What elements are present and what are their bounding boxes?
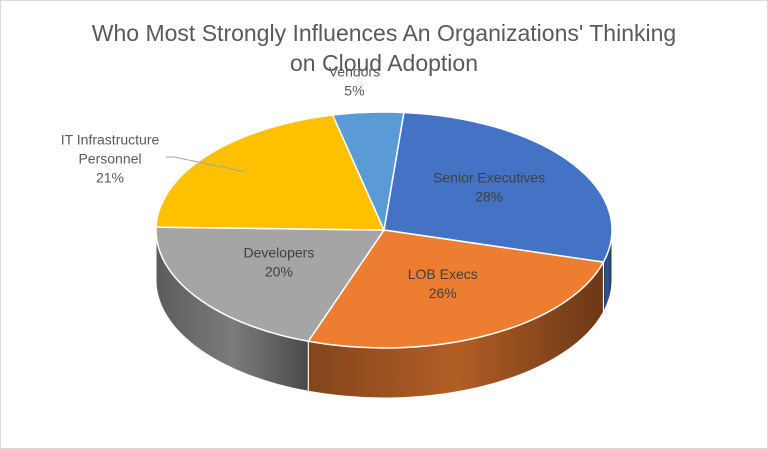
pie-slice-it-infrastructure-personnel (155, 114, 386, 231)
pie-labels: Senior Executives 28% LOB Execs 26% Develope… (61, 64, 545, 301)
chart-title-line-1: Who Most Strongly Influences An Organiza… (91, 20, 677, 46)
data-label-percent-developers: 20% (265, 264, 293, 280)
chart-title: Who Most Strongly Influences An Organiza… (0, 18, 768, 78)
data-label-percent-it-infrastructure-personnel: 21% (96, 170, 124, 186)
pie-slice-developers (155, 226, 386, 343)
pie-slice-senior-executives (383, 111, 613, 263)
data-label-percent-senior-executives: 28% (475, 189, 503, 205)
pie-slice-vendors (331, 111, 405, 233)
data-label-senior-executives: Senior Executives (433, 170, 545, 186)
data-label-developers: Developers (243, 245, 314, 261)
data-label-vendors: Vendors (329, 64, 380, 80)
pie-tops (155, 111, 613, 349)
pie-slice-lob-execs (306, 229, 605, 349)
data-label-it-infrastructure-personnel: IT Infrastructure (61, 132, 160, 148)
chart-title-line-2: on Cloud Adoption (290, 50, 478, 76)
data-label-lob-execs: LOB Execs (408, 266, 478, 282)
data-label-it-infrastructure-personnel: Personnel (78, 151, 141, 167)
data-label-percent-lob-execs: 26% (429, 285, 457, 301)
leader-line-it-infrastructure-personnel (166, 156, 247, 173)
data-label-percent-vendors: 5% (344, 83, 364, 99)
